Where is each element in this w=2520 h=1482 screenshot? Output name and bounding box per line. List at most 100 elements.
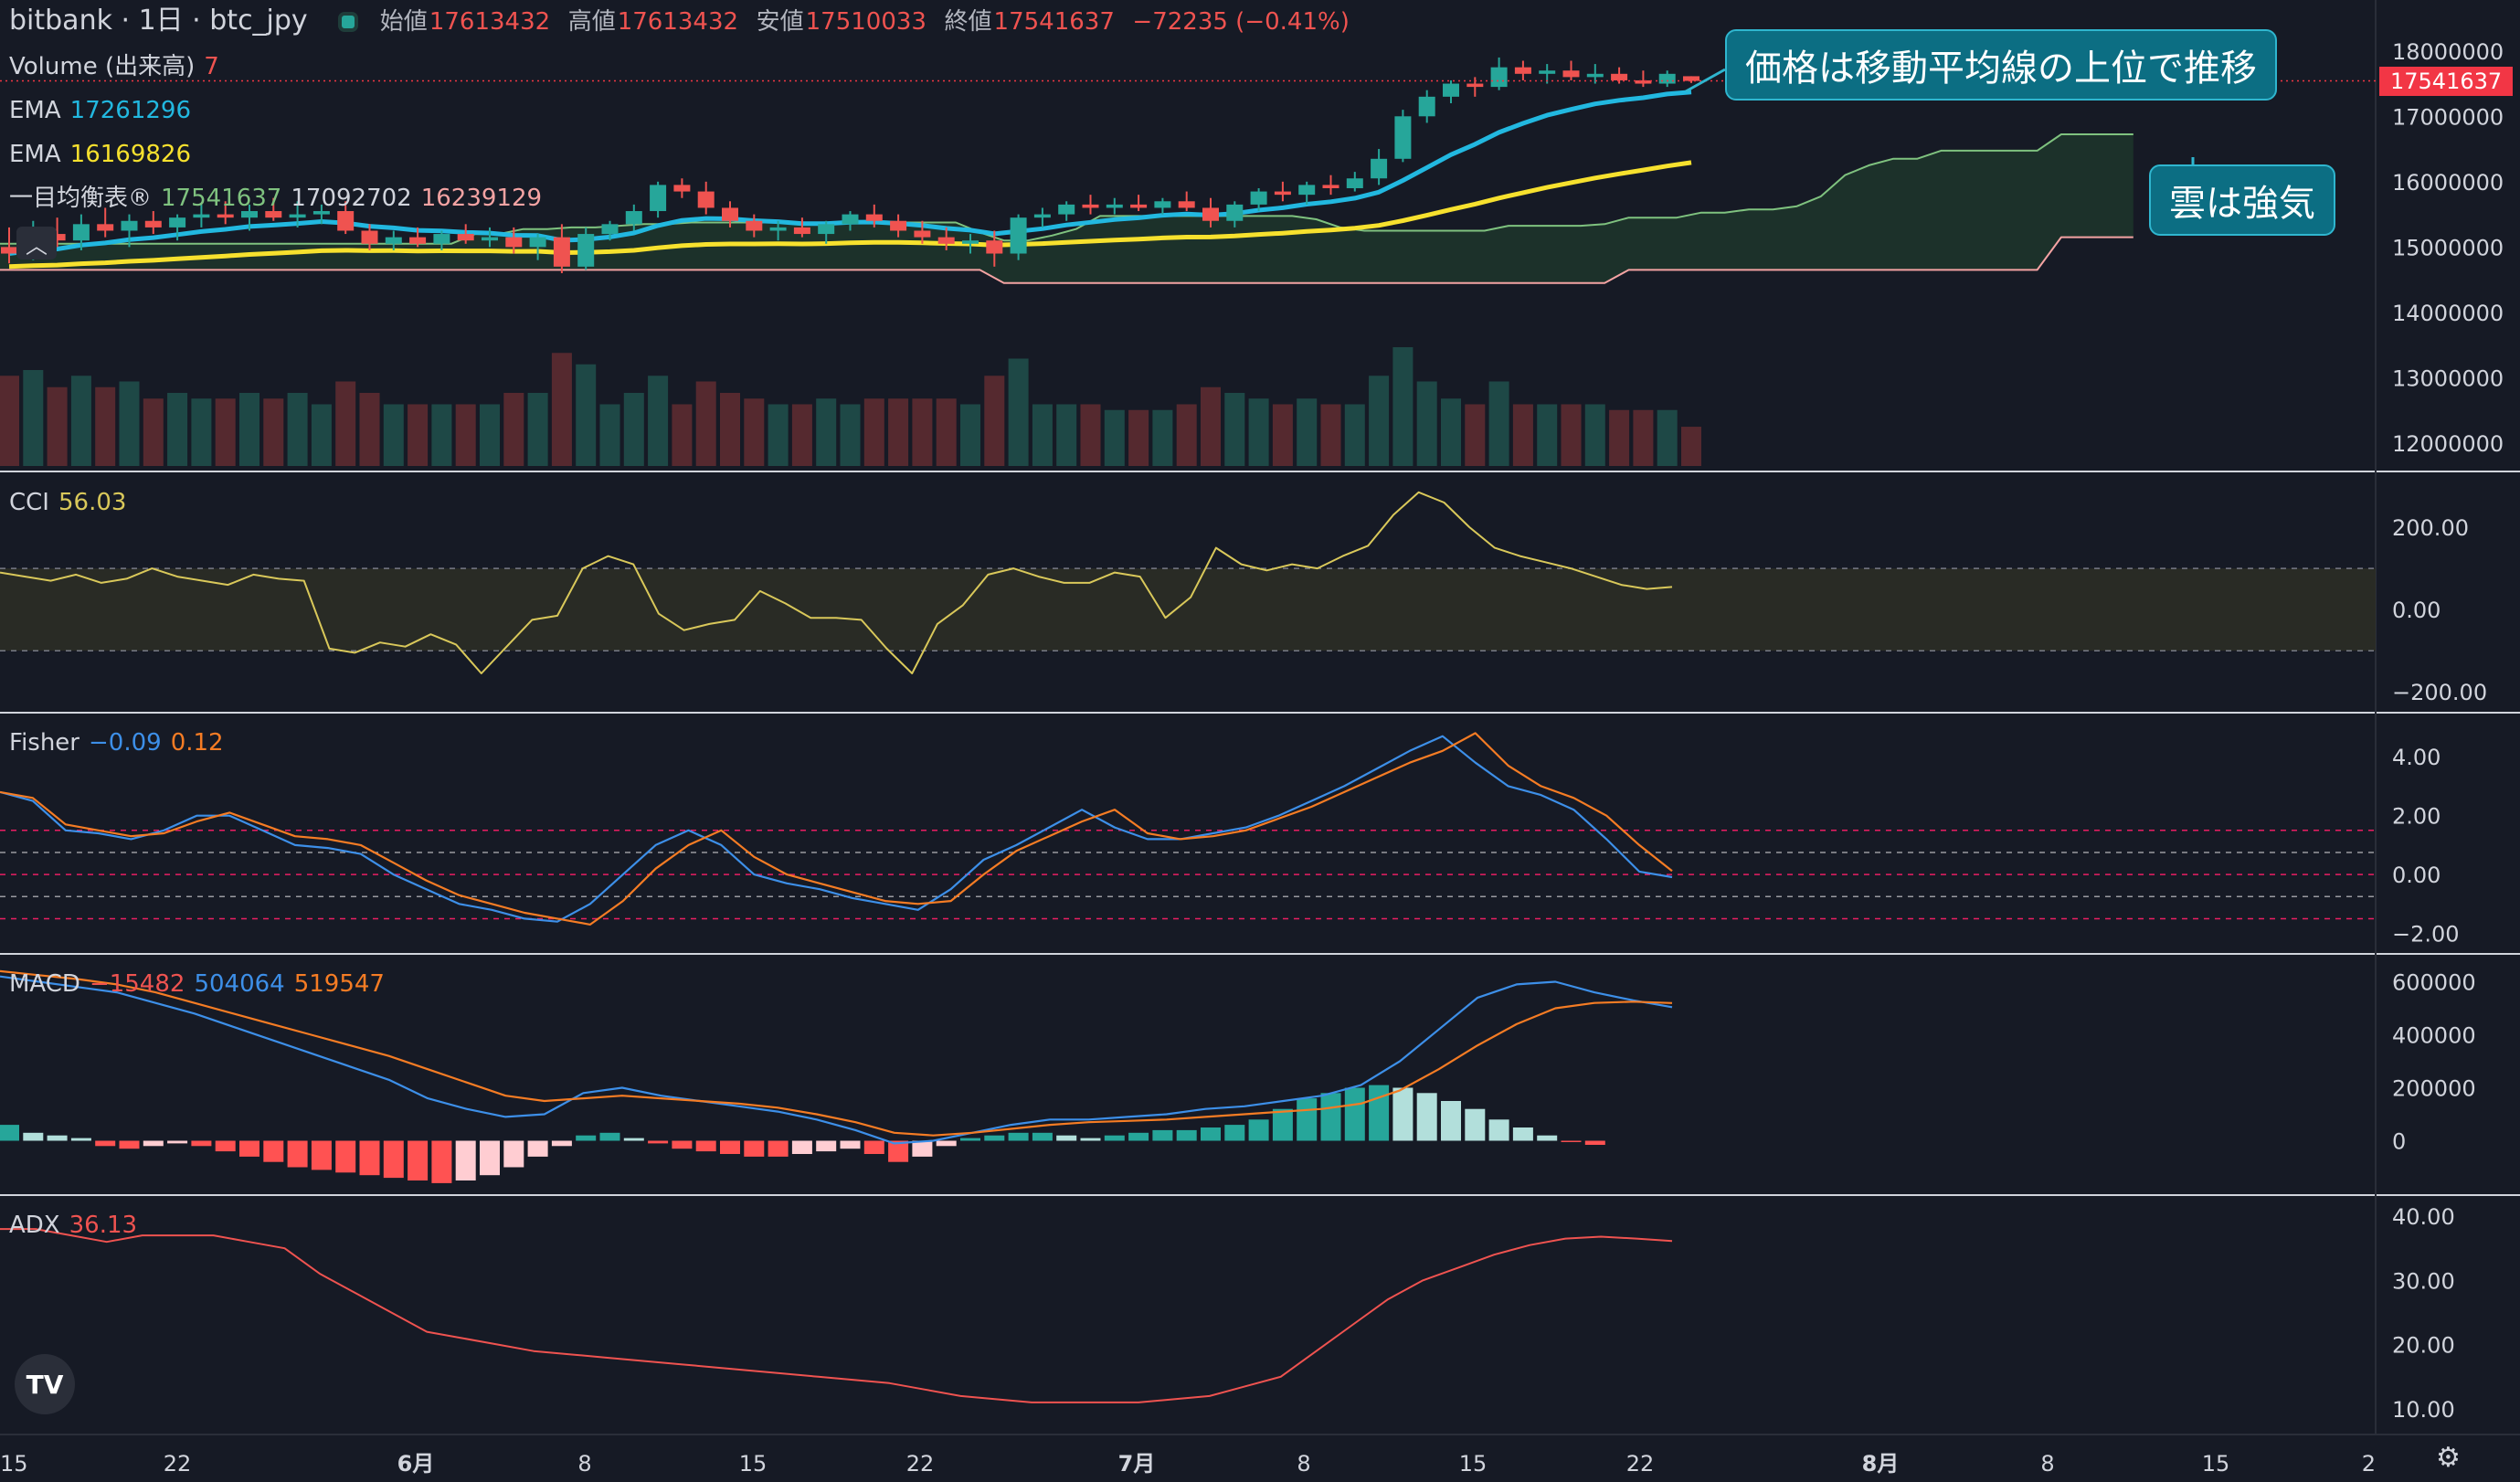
candle-body: [793, 227, 810, 235]
macd-histogram-bar: [480, 1140, 500, 1176]
open-label: 始値: [379, 8, 428, 36]
volume-bar: [1344, 404, 1365, 466]
cci-legend[interactable]: CCI 56.03: [9, 489, 135, 516]
ema1-label: EMA: [9, 97, 61, 124]
macd-histogram-bar: [47, 1135, 68, 1141]
macd-histogram-bar: [23, 1132, 44, 1141]
macd-histogram-bar: [1441, 1101, 1461, 1141]
volume-legend[interactable]: Volume (出来高) 7: [9, 53, 228, 80]
volume-bar: [1080, 404, 1101, 466]
volume-bar: [47, 386, 68, 466]
macd-histogram-bar: [335, 1140, 356, 1173]
volume-bar: [960, 404, 980, 466]
time-axis-tick: 8月: [1862, 1451, 1900, 1477]
cci-label: CCI: [9, 489, 49, 516]
time-axis-tick: 8: [1297, 1451, 1310, 1477]
volume-bar: [408, 404, 429, 466]
symbol-legend: bitbank · 1日 · btc_jpy 始値17613432 高値1761…: [9, 5, 1359, 37]
ema1-legend[interactable]: EMA 17261296: [9, 97, 200, 124]
candle-body: [1250, 191, 1267, 205]
close-value: 17541637: [993, 8, 1115, 36]
candle-body: [769, 227, 787, 231]
volume-bar: [1633, 409, 1654, 466]
candle-body: [1514, 67, 1531, 74]
macd-histogram-bar: [768, 1140, 789, 1157]
volume-bar: [503, 393, 524, 466]
price-axis-tick: 12000000: [2392, 431, 2504, 457]
candle-body: [1371, 158, 1388, 179]
volume-bar: [1488, 381, 1509, 466]
ema2-legend[interactable]: EMA 16169826: [9, 141, 200, 168]
time-axis-tick: 7月: [1118, 1451, 1156, 1477]
macd-histogram-bar: [672, 1140, 693, 1149]
indicator-axis-tick: −200.00: [2392, 680, 2487, 705]
gear-icon[interactable]: ⚙: [2436, 1442, 2461, 1474]
time-axis-tick: 15: [0, 1451, 28, 1477]
candle-body: [193, 214, 210, 218]
volume-bar: [527, 393, 548, 466]
macd-histogram-bar: [1272, 1108, 1293, 1141]
candle-body: [1178, 201, 1195, 208]
fisher-label: Fisher: [9, 729, 79, 757]
time-axis-tick: 22: [164, 1451, 192, 1477]
time-axis-tick: 15: [2202, 1451, 2230, 1477]
macd-histogram-bar: [431, 1140, 452, 1183]
volume-bar: [359, 393, 380, 466]
volume-bar: [311, 404, 332, 466]
adx-label: ADX: [9, 1212, 60, 1239]
macd-histogram-bar: [383, 1140, 404, 1179]
macd-histogram-bar: [311, 1140, 332, 1170]
candle-body: [937, 237, 955, 244]
volume-bar: [431, 404, 452, 466]
indicator-axis-tick: 200000: [2392, 1076, 2476, 1102]
volume-bar: [1416, 381, 1437, 466]
volume-bar: [840, 404, 861, 466]
time-axis-tick: 6月: [397, 1451, 435, 1477]
macd-histogram-bar: [1537, 1135, 1558, 1141]
chevron-up-icon[interactable]: ︿: [16, 227, 57, 259]
candle-body: [1082, 204, 1099, 208]
candle-body: [1586, 73, 1604, 78]
macd-histogram-bar: [1176, 1129, 1197, 1141]
volume-bar: [23, 370, 44, 466]
macd-histogram-bar: [1465, 1108, 1486, 1141]
adx-legend[interactable]: ADX 36.13: [9, 1212, 146, 1239]
ema2-value: 16169826: [69, 141, 191, 168]
ichimoku-legend[interactable]: 一目均衡表® 17541637 17092702 16239129: [9, 185, 551, 212]
candle-body: [1274, 191, 1291, 196]
macd-histogram-bar: [551, 1140, 572, 1147]
macd-histogram-bar: [1224, 1125, 1245, 1141]
volume-value: 7: [204, 53, 219, 80]
candle-body: [265, 211, 282, 218]
time-axis-tick: 22: [906, 1451, 935, 1477]
candle-body: [169, 217, 186, 228]
macd-histogram-bar: [912, 1140, 933, 1157]
callout-price[interactable]: 価格は移動平均線の上位で推移: [1725, 29, 2277, 101]
symbol-title[interactable]: bitbank · 1日 · btc_jpy: [9, 5, 308, 37]
macd-legend[interactable]: MACD −15482 504064 519547: [9, 970, 394, 998]
fisher-legend[interactable]: Fisher −0.09 0.12: [9, 729, 233, 757]
volume-bar: [551, 353, 572, 466]
macd-histogram-bar: [1201, 1127, 1221, 1141]
volume-bar: [215, 398, 236, 466]
price-axis-tick: 18000000: [2392, 39, 2504, 65]
macd-histogram-bar: [1152, 1129, 1173, 1141]
change-value: −72235 (−0.41%): [1132, 8, 1350, 36]
macd-histogram-bar: [1056, 1135, 1077, 1141]
candle-body: [1443, 83, 1459, 97]
macd-histogram-bar: [1032, 1132, 1053, 1141]
candle-body: [1322, 185, 1339, 188]
volume-bar: [791, 404, 812, 466]
volume-bar: [1128, 409, 1149, 466]
ichimoku-value-1: 17541637: [161, 185, 282, 212]
candle-body: [1683, 76, 1699, 81]
volume-bar: [1104, 409, 1125, 466]
candle-body: [553, 237, 570, 267]
candle-body: [1010, 217, 1027, 254]
callout-cloud[interactable]: 雲は強気: [2149, 164, 2335, 236]
volume-bar: [1176, 404, 1197, 466]
tradingview-logo-icon[interactable]: TV: [15, 1354, 75, 1414]
indicator-axis-tick: 4.00: [2392, 745, 2441, 770]
market-dot-icon: [338, 11, 359, 32]
